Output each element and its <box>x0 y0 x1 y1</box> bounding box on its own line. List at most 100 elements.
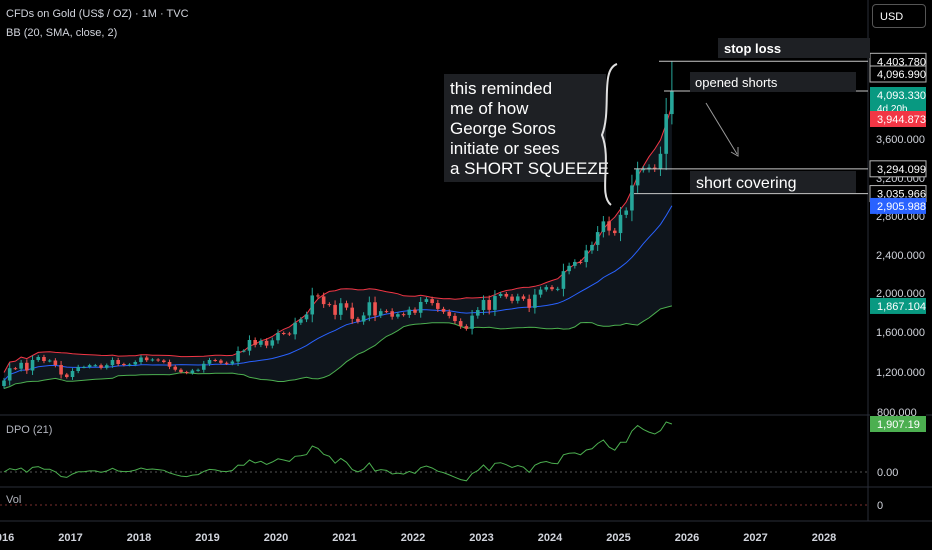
candle <box>230 359 235 366</box>
chart-title: CFDs on Gold (US$ / OZ) · 1M · TVC <box>6 8 189 20</box>
candle <box>93 363 98 367</box>
candle-body <box>162 360 166 362</box>
price-label-text: 4,093.330 <box>877 90 926 102</box>
candle-body <box>219 360 223 363</box>
dpo-value-bg <box>870 416 926 432</box>
candle-body <box>36 357 41 360</box>
note-text-line: George Soros <box>450 119 556 138</box>
candle <box>544 285 549 292</box>
candle <box>338 298 343 321</box>
candle-body <box>93 365 98 367</box>
candle <box>110 357 115 368</box>
candle <box>658 146 663 176</box>
candle <box>407 306 412 318</box>
candle <box>53 358 58 368</box>
indicator-label[interactable]: BB (20, SMA, close, 2) <box>6 27 118 39</box>
candle <box>464 324 469 331</box>
candle-body <box>42 357 46 361</box>
candle <box>607 216 611 236</box>
candle-body <box>504 293 509 297</box>
x-tick-label: 2018 <box>127 532 151 544</box>
candle-body <box>264 340 269 346</box>
candle <box>350 302 355 324</box>
candle-body <box>447 311 452 316</box>
price-label-text: 1,867.104 <box>877 301 926 313</box>
candle <box>361 312 366 325</box>
candle-body <box>652 167 657 169</box>
x-tick-label: 2016 <box>0 532 14 544</box>
candle <box>47 359 52 363</box>
price-label-bg <box>870 111 926 127</box>
candle <box>104 363 109 370</box>
price-label: 1,867.104 <box>870 297 926 314</box>
price-label-text: 2,905.988 <box>877 201 926 213</box>
y-tick-label: 2,800.000 <box>876 211 925 223</box>
stop-loss-label: stop loss <box>724 41 781 56</box>
candle <box>196 368 200 372</box>
candle-body <box>441 308 446 312</box>
price-label: 4,096.990 <box>869 65 927 83</box>
candle <box>139 355 143 365</box>
candle-body <box>595 232 600 245</box>
candle-body <box>201 363 206 370</box>
price-label-bg <box>870 197 926 214</box>
candle <box>287 331 292 336</box>
candle-body <box>236 351 240 362</box>
candle-body <box>196 369 200 371</box>
candle-body <box>384 311 389 313</box>
candle <box>447 309 452 319</box>
bb-band-fill <box>4 105 672 389</box>
candle-body <box>276 333 280 341</box>
candle <box>590 241 594 254</box>
candle <box>595 226 600 252</box>
candle <box>99 363 103 370</box>
candle <box>493 290 497 316</box>
candle <box>64 372 69 379</box>
candle-body <box>150 359 155 361</box>
candle-body <box>635 169 640 186</box>
opened-shorts-label: opened shorts <box>695 75 778 90</box>
candle <box>515 293 520 304</box>
candle <box>475 307 480 319</box>
candle-body <box>544 287 549 290</box>
candle-body <box>436 303 440 309</box>
candle-body <box>122 364 126 365</box>
candle <box>533 288 537 314</box>
currency-button[interactable]: USD <box>872 4 926 28</box>
candle <box>441 306 446 314</box>
candle-body <box>573 261 577 266</box>
price-label: 3,294.099 <box>869 160 927 178</box>
candle <box>396 312 400 319</box>
candle-body <box>533 294 537 308</box>
candle <box>201 360 206 373</box>
dpo-label[interactable]: DPO (21) <box>6 424 53 436</box>
vol-label[interactable]: Vol <box>6 494 22 506</box>
candle-body <box>173 366 178 370</box>
candle <box>213 358 218 362</box>
candle <box>344 300 349 311</box>
candle-body <box>527 298 531 308</box>
candle <box>13 366 18 370</box>
bb-lower-line <box>3 305 673 389</box>
candle <box>7 363 12 386</box>
opened-shorts-box <box>690 72 856 92</box>
candle-body <box>338 303 343 315</box>
candle <box>76 364 81 374</box>
candle <box>270 337 275 349</box>
candle-body <box>316 295 320 297</box>
y-tick-label: 2,400.000 <box>876 250 925 262</box>
candle <box>573 259 577 269</box>
candle-body <box>510 296 514 301</box>
stop-loss-box <box>718 38 870 58</box>
candle <box>19 359 23 372</box>
candle-body <box>453 315 457 322</box>
candle-body <box>104 365 109 368</box>
candle-body <box>99 365 103 368</box>
candle <box>436 299 440 313</box>
candle-body <box>515 296 520 301</box>
candle <box>453 313 457 324</box>
candle <box>59 360 63 379</box>
candle <box>384 309 389 314</box>
candle <box>498 292 503 299</box>
candle-body <box>407 309 412 315</box>
